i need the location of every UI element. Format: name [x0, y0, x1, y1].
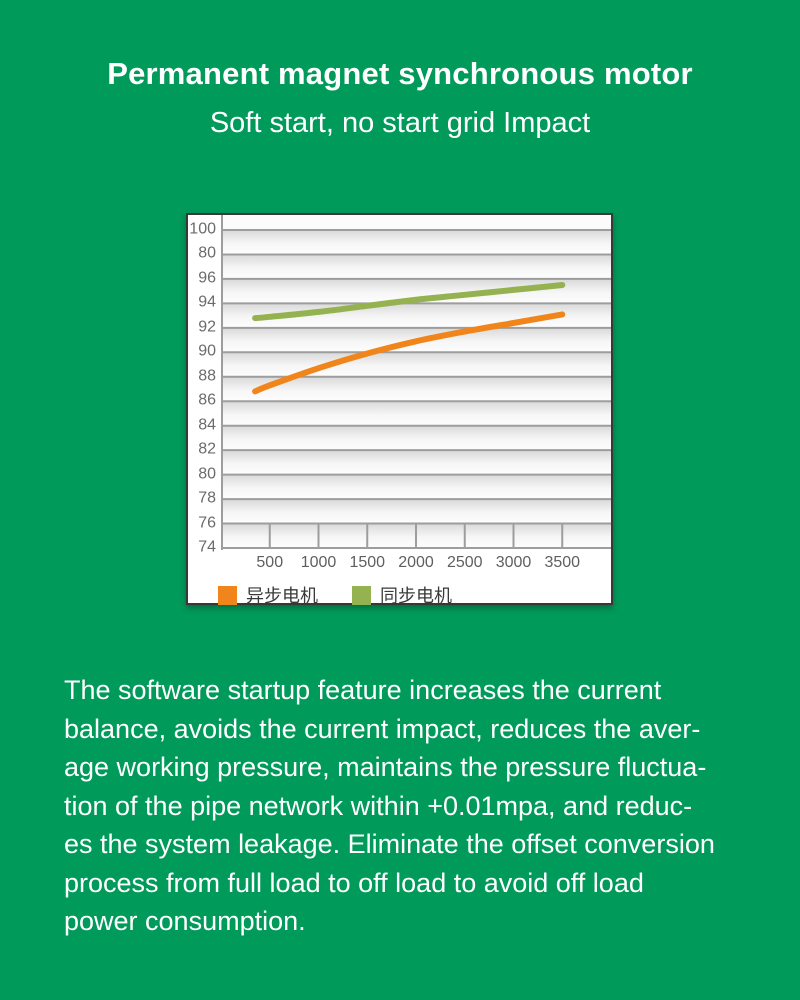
y-axis-tick: 96: [198, 269, 216, 287]
description-line: age working pressure, maintains the pres…: [64, 752, 707, 782]
legend-label: 异步电机: [246, 586, 318, 606]
page-subtitle: Soft start, no start grid Impact: [209, 107, 591, 139]
description-line: process from full load to off load to av…: [64, 867, 644, 898]
chart-plot-area: [221, 215, 611, 550]
y-axis-tick: 76: [198, 514, 216, 532]
y-axis-tick-labels: 100 80 96 94 92 90 88 86 84 82 80 78 76 74: [188, 215, 221, 556]
legend-color-swatch-icon: [352, 585, 371, 605]
legend-label: 同步电机: [380, 586, 452, 606]
x-axis-tick: 500: [256, 554, 284, 571]
y-axis-tick: 92: [198, 318, 216, 336]
y-axis-tick: 94: [198, 294, 216, 312]
description-line: balance, avoids the current impact, redu…: [64, 713, 701, 744]
x-axis-tick: 1500: [349, 554, 386, 571]
x-axis-tick: 3500: [544, 554, 581, 571]
y-axis-tick: 86: [198, 391, 216, 409]
x-axis-tick-labels: 500 1000 1500 2000 2500 3000 3500: [221, 554, 611, 576]
y-axis-tick: 90: [198, 342, 216, 360]
y-axis-tick: 74: [198, 538, 216, 556]
y-axis-tick: 78: [198, 489, 216, 507]
efficiency-chart-panel: 100 80 96 94 92 90 88 86 84 82 80 78 76 74 500 1000 150…: [186, 213, 613, 606]
x-axis-tick: 2500: [446, 554, 483, 571]
y-axis-tick: 84: [198, 416, 216, 434]
chart-legend: 异步电机 同步电机: [188, 582, 611, 606]
x-axis-tick: 2000: [398, 554, 434, 571]
x-axis-tick: 3000: [495, 554, 532, 571]
description-line: tion of the pipe network within +0.01mpa…: [64, 790, 693, 821]
series-line-0: [252, 311, 566, 395]
legend-item: 异步电机: [218, 582, 318, 608]
y-axis-tick: 82: [198, 440, 216, 458]
page-title: Permanent magnet synchronous motor: [107, 56, 693, 91]
series-line-1: [252, 282, 566, 322]
description-paragraph: The software startup feature increases t…: [64, 671, 764, 941]
y-axis-tick: 80: [198, 465, 216, 483]
legend-item: 同步电机: [352, 582, 452, 608]
y-axis-tick: 100: [189, 220, 216, 238]
description-line: The software startup feature increases t…: [64, 675, 662, 705]
y-axis-tick: 80: [198, 245, 216, 263]
x-axis-tick: 1000: [300, 554, 337, 571]
description-line: es the system leakage. Eliminate the off…: [64, 829, 715, 859]
legend-color-swatch-icon: [218, 585, 237, 605]
description-line: power consumption.: [64, 906, 306, 936]
y-axis-tick: 88: [198, 367, 216, 385]
